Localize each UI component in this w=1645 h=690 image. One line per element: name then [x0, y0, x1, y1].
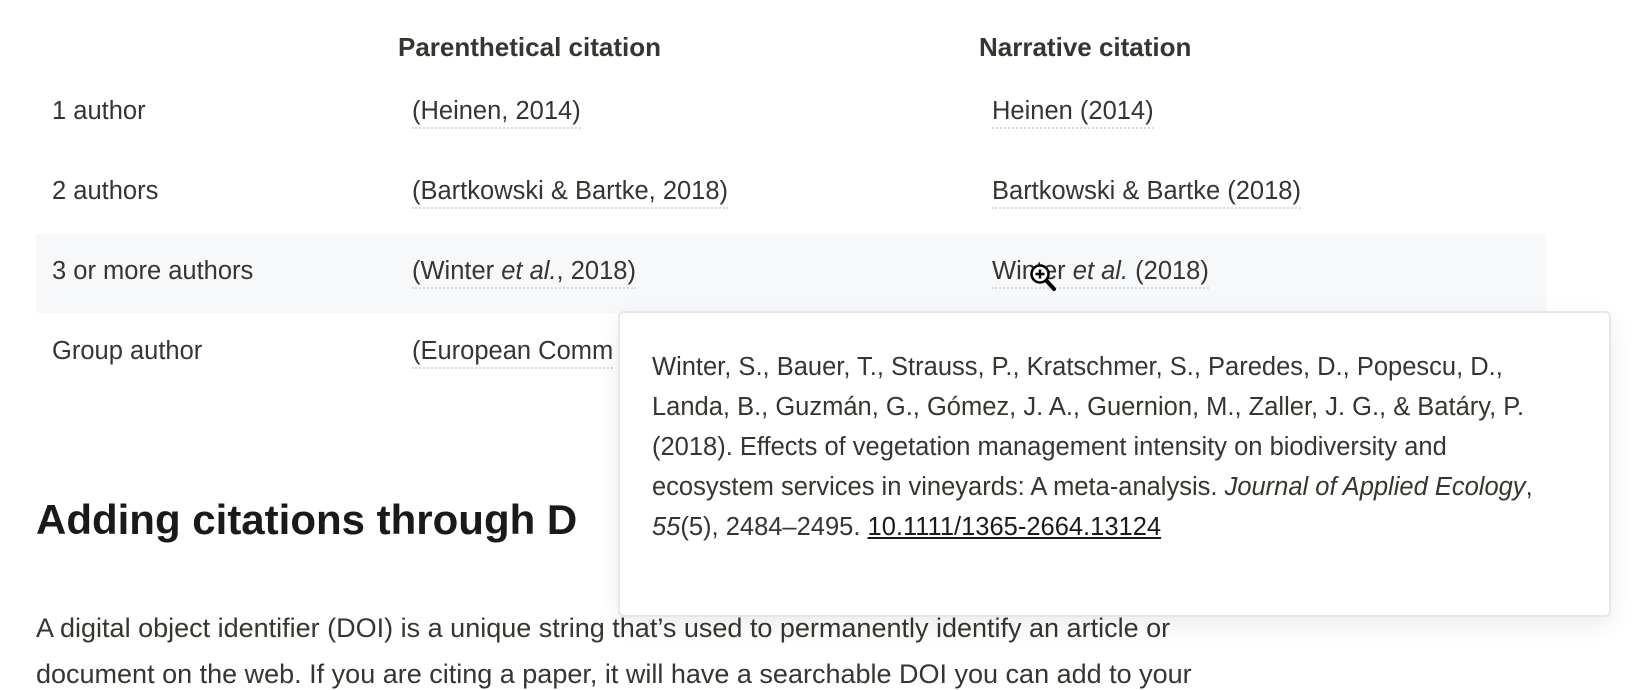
paragraph-line: A digital object identifier (DOI) is a u… — [36, 613, 1171, 643]
citation-et-al: et al. — [501, 257, 557, 285]
doi-link[interactable]: 10.1111/1365-2664.13124 — [867, 513, 1162, 541]
row-label: Group author — [52, 337, 203, 365]
issue-pages: (5), 2484–2495. — [680, 513, 868, 541]
row-label: 2 authors — [52, 177, 159, 205]
row-label: 3 or more authors — [52, 257, 254, 285]
citation-link[interactable]: (European Comm — [412, 337, 614, 369]
citation-link[interactable]: (Winter et al., 2018) — [412, 257, 636, 289]
zoom-in-cursor-icon — [1030, 264, 1058, 297]
column-header-narrative: Narrative citation — [979, 32, 1192, 62]
volume: 55 — [652, 513, 681, 541]
separator: , — [1525, 473, 1533, 501]
column-header-parenthetical: Parenthetical citation — [398, 32, 661, 62]
citation-text: (2018) — [1128, 257, 1209, 285]
citation-et-al: et al. — [1072, 257, 1129, 285]
citation-link[interactable]: Heinen (2014) — [992, 97, 1154, 129]
reference-body: Winter, S., Bauer, T., Strauss, P., Krat… — [652, 353, 1525, 501]
citation-link-hovered[interactable]: Winter et al. (2018) — [992, 257, 1209, 289]
row-label: 1 author — [52, 97, 146, 125]
reference-text: Winter, S., Bauer, T., Strauss, P., Krat… — [652, 347, 1552, 547]
citation-link[interactable]: (Bartkowski & Bartke, 2018) — [412, 177, 729, 209]
highlighted-row-background — [36, 234, 1546, 313]
citation-link[interactable]: (Heinen, 2014) — [412, 97, 581, 129]
citation-popover: Winter, S., Bauer, T., Strauss, P., Krat… — [618, 311, 1611, 617]
citation-text: , 2018) — [556, 257, 636, 285]
paragraph-line: document on the web. If you are citing a… — [36, 659, 1192, 689]
section-heading: Adding citations through D — [36, 496, 578, 543]
journal-name: Journal of Applied Ecology — [1224, 473, 1526, 501]
citation-text: (Winter — [412, 257, 502, 285]
citation-link[interactable]: Bartkowski & Bartke (2018) — [992, 177, 1301, 209]
citation-text: Winter — [992, 257, 1066, 285]
